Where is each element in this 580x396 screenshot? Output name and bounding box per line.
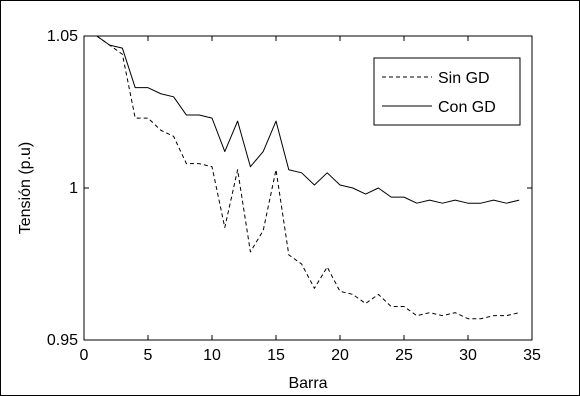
axis-ticks: 0 5 10 15 20 25 30 35 0.95 1 1.05 bbox=[47, 28, 541, 364]
x-tick-label: 15 bbox=[267, 347, 285, 364]
legend-label-con-gd: Con GD bbox=[438, 99, 496, 116]
y-tick-label: 1.05 bbox=[47, 28, 78, 45]
y-tick-label: 0.95 bbox=[47, 332, 78, 349]
x-tick-label: 20 bbox=[331, 347, 349, 364]
x-tick-label: 35 bbox=[523, 347, 541, 364]
y-tick-label: 1 bbox=[69, 180, 78, 197]
series-line-con-gd bbox=[96, 35, 520, 204]
series-line-sin-gd bbox=[96, 35, 520, 320]
x-axis-label: Barra bbox=[288, 375, 327, 392]
series-layer bbox=[96, 35, 520, 320]
x-tick-label: 25 bbox=[395, 347, 413, 364]
y-axis-label: Tensión (p.u) bbox=[17, 142, 34, 235]
legend-box bbox=[373, 57, 521, 126]
x-tick-label: 0 bbox=[80, 347, 89, 364]
x-tick-label: 10 bbox=[203, 347, 221, 364]
legend: Sin GD Con GD bbox=[373, 57, 521, 126]
x-tick-label: 30 bbox=[459, 347, 477, 364]
legend-label-sin-gd: Sin GD bbox=[438, 70, 490, 87]
x-tick-label: 5 bbox=[144, 347, 153, 364]
